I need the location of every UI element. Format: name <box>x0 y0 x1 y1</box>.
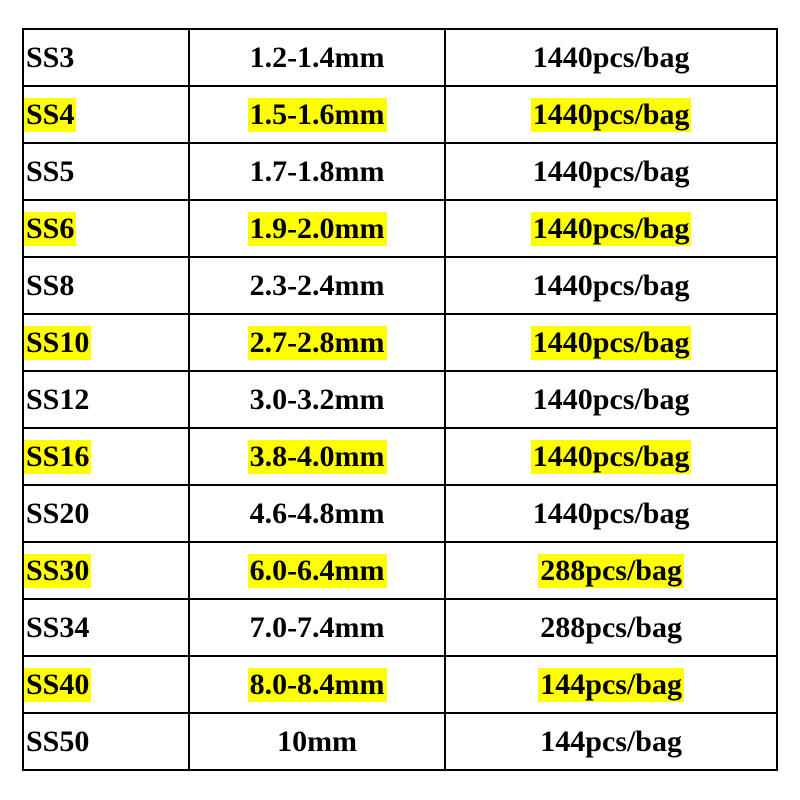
cell-text: SS30 <box>24 554 91 588</box>
cell-text: 2.7-2.8mm <box>248 326 387 360</box>
size-table-body: SS3 1.2-1.4mm 1440pcs/bag SS4 1.5-1.6mm 1440p… <box>23 29 777 770</box>
table-row: SS16 3.8-4.0mm 1440pcs/bag <box>23 428 777 485</box>
cell-text: 288pcs/bag <box>538 611 684 645</box>
cell-mm: 10mm <box>189 713 445 770</box>
cell-size: SS40 <box>23 656 189 713</box>
cell-qty: 1440pcs/bag <box>445 143 777 200</box>
cell-mm: 7.0-7.4mm <box>189 599 445 656</box>
cell-size: SS34 <box>23 599 189 656</box>
cell-text: SS34 <box>24 611 91 645</box>
cell-mm: 1.9-2.0mm <box>189 200 445 257</box>
cell-text: 1440pcs/bag <box>531 326 692 360</box>
cell-size: SS8 <box>23 257 189 314</box>
cell-text: SS50 <box>24 725 91 759</box>
cell-mm: 1.2-1.4mm <box>189 29 445 86</box>
cell-mm: 6.0-6.4mm <box>189 542 445 599</box>
cell-mm: 1.7-1.8mm <box>189 143 445 200</box>
cell-size: SS10 <box>23 314 189 371</box>
cell-text: 10mm <box>275 725 359 759</box>
cell-text: SS6 <box>24 212 76 246</box>
cell-qty: 144pcs/bag <box>445 656 777 713</box>
cell-text: 144pcs/bag <box>538 668 684 702</box>
cell-qty: 144pcs/bag <box>445 713 777 770</box>
cell-text: 288pcs/bag <box>538 554 684 588</box>
cell-text: SS4 <box>24 98 76 132</box>
cell-text: 1440pcs/bag <box>531 497 692 531</box>
cell-qty: 1440pcs/bag <box>445 86 777 143</box>
cell-text: 1440pcs/bag <box>531 155 692 189</box>
table-row: SS10 2.7-2.8mm 1440pcs/bag <box>23 314 777 371</box>
cell-text: 4.6-4.8mm <box>248 497 387 531</box>
cell-qty: 1440pcs/bag <box>445 371 777 428</box>
table-row: SS34 7.0-7.4mm 288pcs/bag <box>23 599 777 656</box>
cell-size: SS20 <box>23 485 189 542</box>
cell-text: 1.9-2.0mm <box>248 212 387 246</box>
cell-text: 2.3-2.4mm <box>248 269 387 303</box>
cell-size: SS4 <box>23 86 189 143</box>
cell-text: 1.5-1.6mm <box>248 98 387 132</box>
cell-text: SS5 <box>24 155 76 189</box>
cell-text: 1.7-1.8mm <box>248 155 387 189</box>
table-row: SS20 4.6-4.8mm 1440pcs/bag <box>23 485 777 542</box>
cell-size: SS30 <box>23 542 189 599</box>
cell-size: SS6 <box>23 200 189 257</box>
cell-mm: 8.0-8.4mm <box>189 656 445 713</box>
size-table: SS3 1.2-1.4mm 1440pcs/bag SS4 1.5-1.6mm 1440p… <box>22 28 778 771</box>
cell-mm: 3.8-4.0mm <box>189 428 445 485</box>
cell-text: 6.0-6.4mm <box>248 554 387 588</box>
table-row: SS5 1.7-1.8mm 1440pcs/bag <box>23 143 777 200</box>
cell-text: 1.2-1.4mm <box>248 41 387 75</box>
cell-size: SS12 <box>23 371 189 428</box>
cell-text: SS3 <box>24 41 76 75</box>
cell-qty: 1440pcs/bag <box>445 428 777 485</box>
table-row: SS6 1.9-2.0mm 1440pcs/bag <box>23 200 777 257</box>
cell-mm: 4.6-4.8mm <box>189 485 445 542</box>
cell-text: SS40 <box>24 668 91 702</box>
cell-text: 144pcs/bag <box>538 725 684 759</box>
cell-qty: 1440pcs/bag <box>445 485 777 542</box>
cell-text: 1440pcs/bag <box>531 440 692 474</box>
table-row: SS4 1.5-1.6mm 1440pcs/bag <box>23 86 777 143</box>
table-row: SS30 6.0-6.4mm 288pcs/bag <box>23 542 777 599</box>
cell-size: SS3 <box>23 29 189 86</box>
cell-qty: 1440pcs/bag <box>445 29 777 86</box>
cell-qty: 1440pcs/bag <box>445 314 777 371</box>
cell-text: SS16 <box>24 440 91 474</box>
cell-text: 1440pcs/bag <box>531 98 692 132</box>
table-row: SS12 3.0-3.2mm 1440pcs/bag <box>23 371 777 428</box>
table-row: SS50 10mm 144pcs/bag <box>23 713 777 770</box>
cell-text: 8.0-8.4mm <box>248 668 387 702</box>
cell-text: SS10 <box>24 326 91 360</box>
cell-qty: 288pcs/bag <box>445 542 777 599</box>
cell-text: 1440pcs/bag <box>531 269 692 303</box>
cell-text: 3.8-4.0mm <box>248 440 387 474</box>
cell-text: 1440pcs/bag <box>531 41 692 75</box>
cell-text: SS20 <box>24 497 91 531</box>
cell-size: SS5 <box>23 143 189 200</box>
cell-text: 1440pcs/bag <box>531 383 692 417</box>
cell-text: 7.0-7.4mm <box>248 611 387 645</box>
cell-text: 1440pcs/bag <box>531 212 692 246</box>
table-row: SS40 8.0-8.4mm 144pcs/bag <box>23 656 777 713</box>
cell-size: SS16 <box>23 428 189 485</box>
cell-qty: 1440pcs/bag <box>445 200 777 257</box>
cell-mm: 3.0-3.2mm <box>189 371 445 428</box>
table-row: SS3 1.2-1.4mm 1440pcs/bag <box>23 29 777 86</box>
cell-qty: 1440pcs/bag <box>445 257 777 314</box>
cell-mm: 1.5-1.6mm <box>189 86 445 143</box>
cell-text: SS12 <box>24 383 91 417</box>
cell-mm: 2.7-2.8mm <box>189 314 445 371</box>
table-row: SS8 2.3-2.4mm 1440pcs/bag <box>23 257 777 314</box>
cell-qty: 288pcs/bag <box>445 599 777 656</box>
cell-text: 3.0-3.2mm <box>248 383 387 417</box>
cell-mm: 2.3-2.4mm <box>189 257 445 314</box>
cell-text: SS8 <box>24 269 76 303</box>
cell-size: SS50 <box>23 713 189 770</box>
